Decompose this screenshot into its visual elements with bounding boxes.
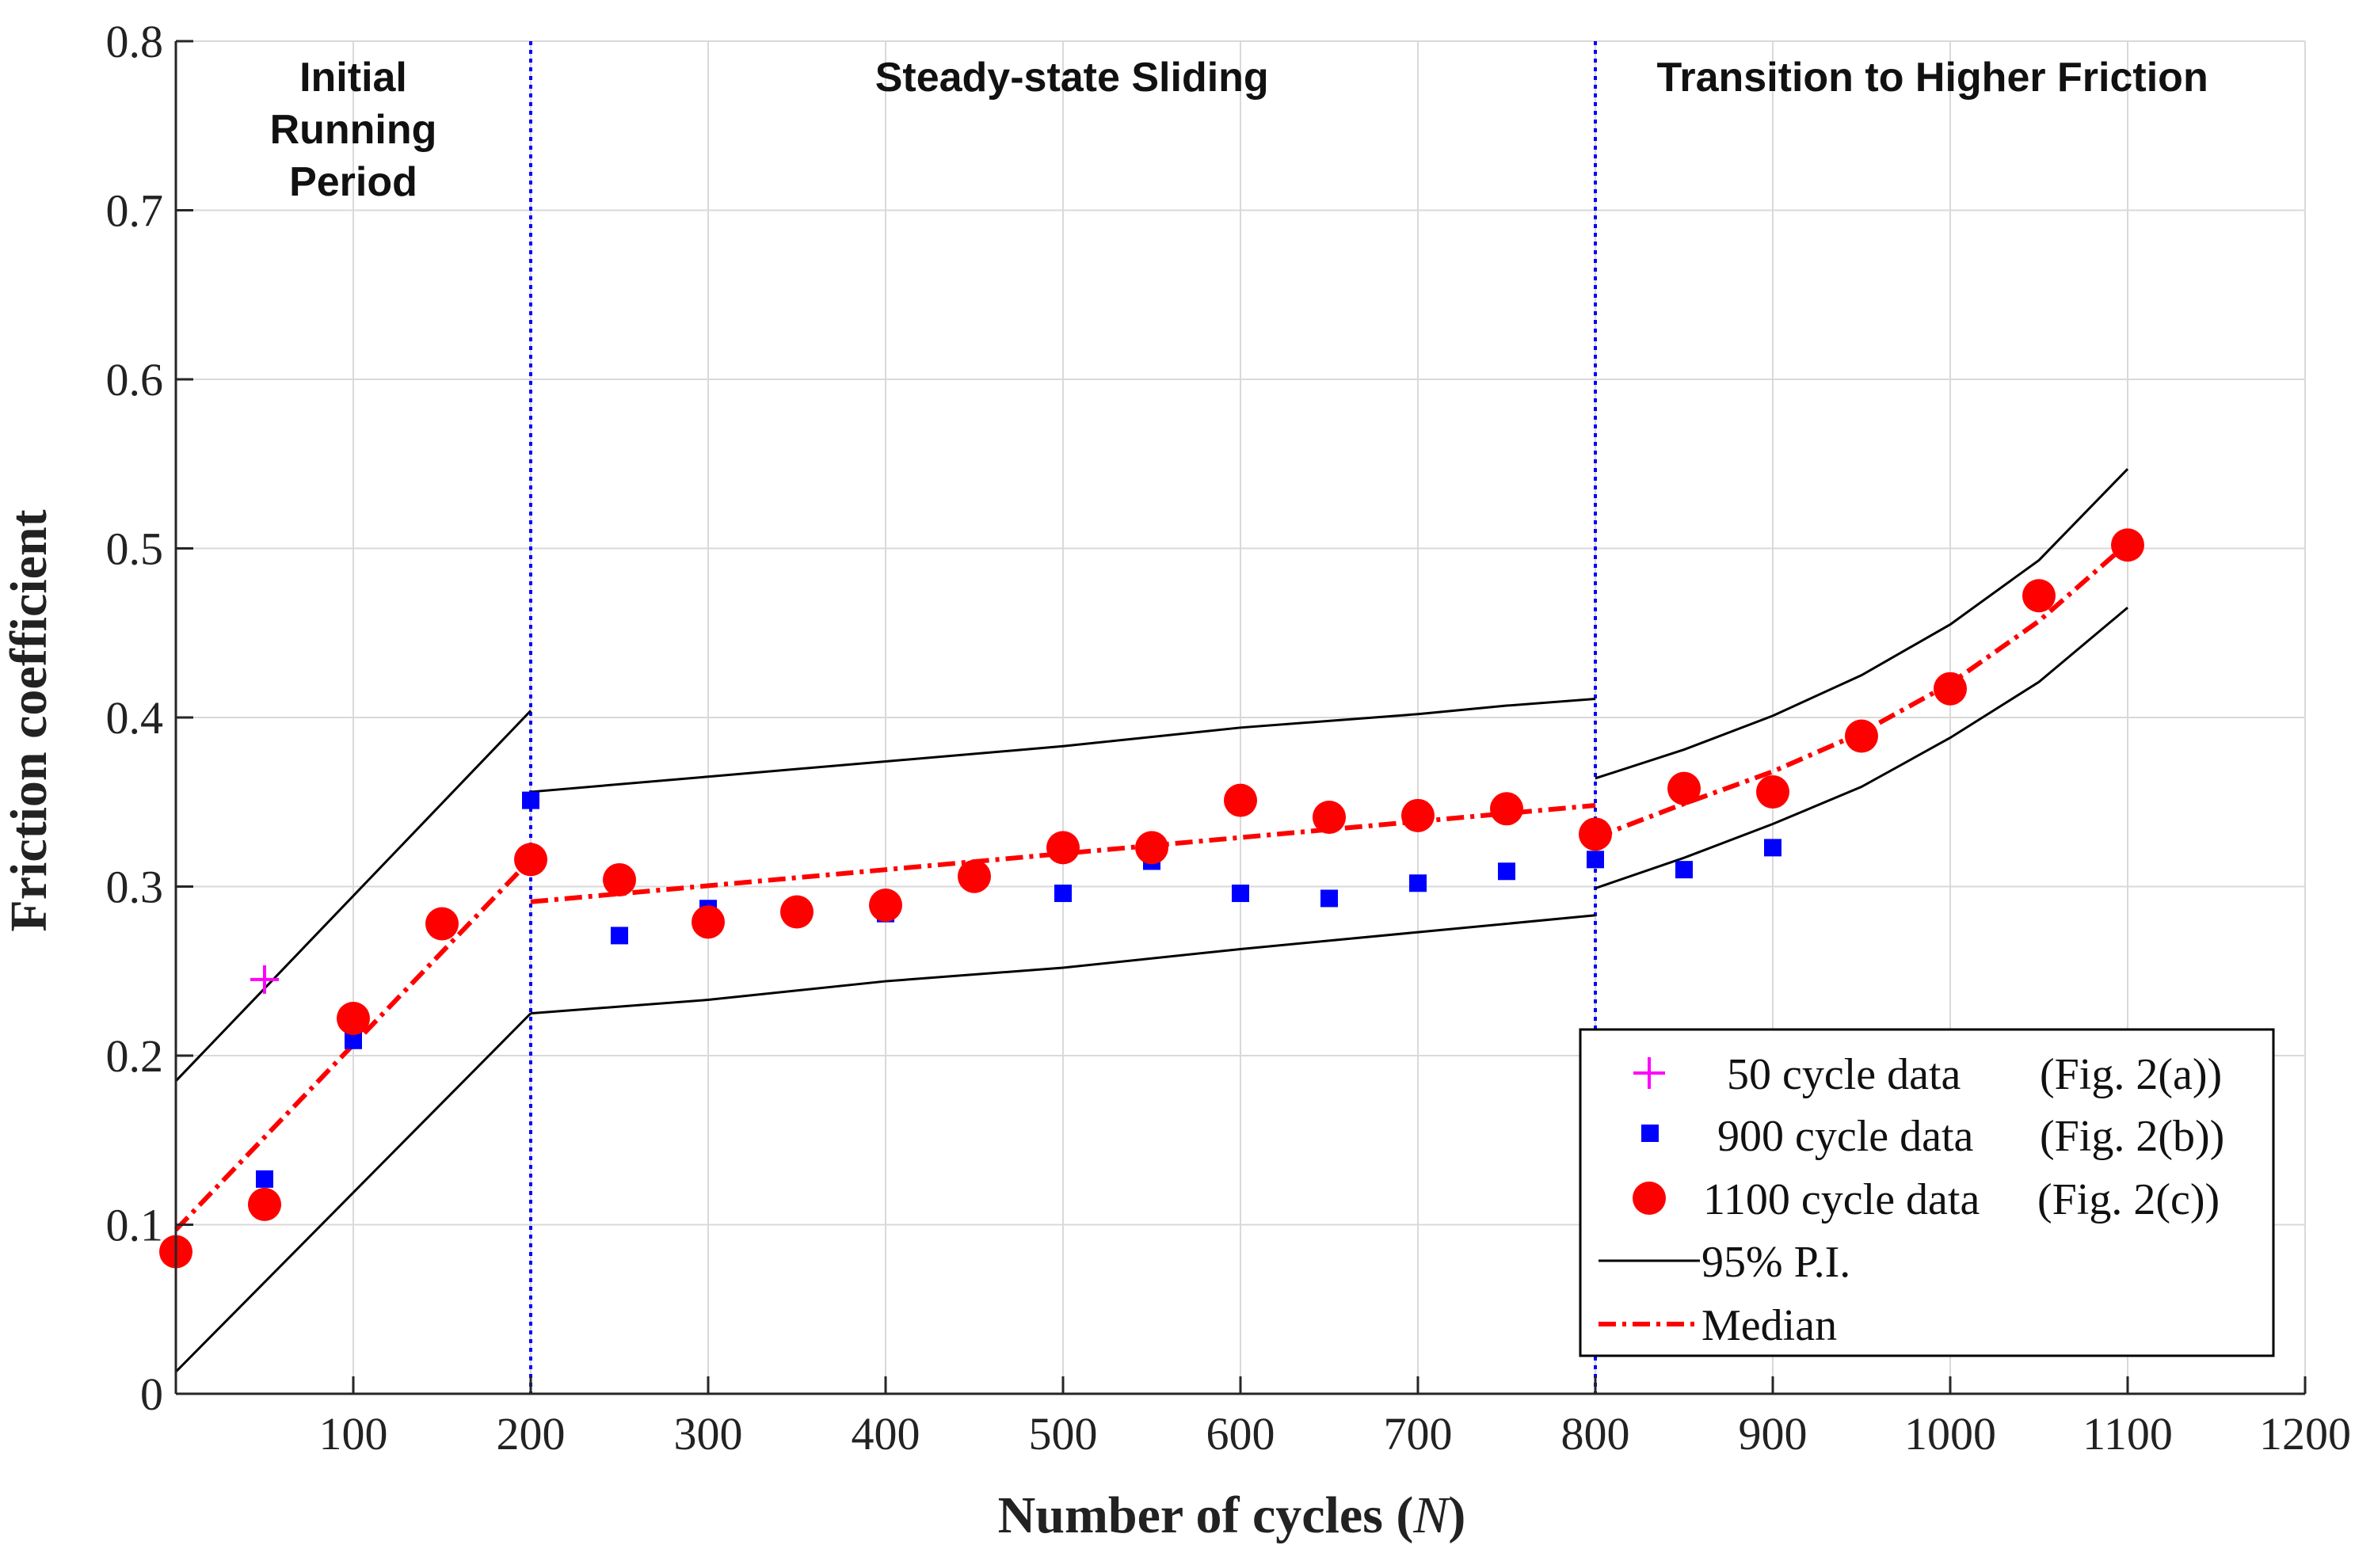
region-label-0: Period — [289, 159, 417, 205]
point-900-cycle — [1675, 861, 1693, 879]
x-axis-title: Number of cycles (N) — [998, 1486, 1466, 1544]
region-label-0: Initial — [299, 55, 407, 101]
point-900-cycle — [1764, 839, 1781, 857]
x-tick-label: 1200 — [2259, 1408, 2351, 1460]
x-tick-label: 500 — [1029, 1408, 1098, 1460]
point-1100-cycle — [869, 888, 902, 922]
point-1100-cycle — [514, 843, 547, 877]
point-1100-cycle — [1401, 798, 1435, 832]
point-1100-cycle — [425, 907, 459, 941]
legend-label-pi: 95% P.I. — [1701, 1238, 1850, 1287]
point-1100-cycle — [1845, 719, 1878, 753]
x-tick-label: 600 — [1206, 1408, 1275, 1460]
x-tick-label: 800 — [1561, 1408, 1630, 1460]
pi-lower-line — [174, 1012, 532, 1373]
point-1100-cycle — [1313, 800, 1346, 834]
legend-ref-50: (Fig. 2(a)) — [2040, 1050, 2222, 1099]
region-label-1: Steady-state Sliding — [875, 55, 1269, 101]
median-segment — [173, 858, 533, 1231]
point-1100-cycle — [248, 1187, 281, 1221]
legend-entry-900: 900 cycle data (Fig. 2(b)) — [1641, 1112, 2224, 1161]
x-tick-label: 100 — [319, 1408, 388, 1460]
y-tick-label: 0.2 — [106, 1030, 164, 1082]
y-tick-label: 0 — [140, 1368, 163, 1420]
legend-ref-900: (Fig. 2(b)) — [2040, 1112, 2224, 1161]
legend-label-1100: 1100 cycle data — [1703, 1175, 1980, 1224]
legend-entry-50: 50 cycle data (Fig. 2(a)) — [1633, 1050, 2222, 1099]
point-900-cycle — [611, 927, 628, 945]
legend-plus-marker — [1633, 1057, 1665, 1089]
x-tick-label: 400 — [852, 1408, 920, 1460]
point-900-cycle — [522, 791, 539, 809]
x-tick-label: 300 — [674, 1408, 743, 1460]
point-1100-cycle — [958, 859, 991, 893]
legend-label-median: Median — [1701, 1301, 1837, 1350]
x-tick-label: 700 — [1384, 1408, 1453, 1460]
region-label-2: Transition to Higher Friction — [1656, 55, 2208, 101]
pi-lower-line — [530, 914, 1596, 1015]
point-1100-cycle — [1490, 792, 1523, 826]
point-1100-cycle — [1756, 774, 1789, 809]
x-tick-label: 900 — [1739, 1408, 1808, 1460]
y-tick-label: 0.1 — [106, 1200, 164, 1251]
point-900-cycle — [1054, 885, 1072, 903]
y-tick-label: 0.3 — [106, 862, 164, 913]
y-tick-label: 0.7 — [106, 185, 164, 237]
legend-label-900: 900 cycle data — [1717, 1112, 1974, 1161]
y-tick-label: 0.5 — [106, 523, 164, 575]
point-1100-cycle — [1934, 672, 1967, 706]
axes — [174, 40, 2307, 1395]
point-1100-cycle — [603, 862, 636, 896]
point-1100-cycle — [1046, 831, 1080, 865]
point-50-cycle — [250, 965, 279, 994]
y-tick-label: 0.8 — [106, 16, 164, 67]
region-label-0: Running — [270, 107, 437, 153]
legend-square-marker — [1641, 1125, 1659, 1142]
legend-entry-pi: 95% P.I. — [1599, 1238, 1850, 1287]
point-1100-cycle — [1224, 783, 1257, 817]
x-tick-label: 200 — [497, 1408, 566, 1460]
point-900-cycle — [1232, 885, 1249, 903]
x-tick-label: 1100 — [2082, 1408, 2173, 1460]
point-1100-cycle — [1667, 771, 1701, 805]
point-900-cycle — [1409, 874, 1427, 892]
legend-ref-1100: (Fig. 2(c)) — [2037, 1175, 2220, 1224]
point-1100-cycle — [692, 905, 725, 939]
point-1100-cycle — [1135, 831, 1168, 865]
pi-upper-line — [1595, 468, 2129, 780]
x-tick-label: 1000 — [1904, 1408, 1996, 1460]
pi-upper-line — [174, 710, 532, 1083]
point-900-cycle — [1320, 889, 1338, 908]
legend-label-50: 50 cycle data — [1727, 1050, 1961, 1099]
data-points — [159, 528, 2144, 1269]
point-900-cycle — [345, 1031, 362, 1049]
region-labels: Initial Running Period Steady-state Sliding… — [270, 55, 2208, 205]
point-900-cycle — [1587, 851, 1604, 869]
legend-circle-marker — [1633, 1182, 1666, 1215]
point-1100-cycle — [780, 895, 814, 929]
point-900-cycle — [256, 1170, 273, 1188]
point-1100-cycle — [337, 1002, 370, 1036]
point-1100-cycle — [1579, 817, 1612, 851]
pi-upper-line — [530, 698, 1596, 794]
point-900-cycle — [1498, 862, 1515, 881]
tick-labels: 100 200 300 400 500 600 700 800 900 1000 1100 1200 0… — [106, 16, 2352, 1460]
point-1100-cycle — [2022, 579, 2056, 613]
legend-box — [1579, 1028, 2275, 1357]
prediction-interval — [174, 468, 2129, 1373]
point-1100-cycle — [2111, 528, 2144, 562]
y-tick-label: 0.6 — [106, 354, 164, 405]
y-tick-label: 0.4 — [106, 692, 164, 744]
y-axis-title: Friction coefficient — [0, 509, 58, 931]
pi-lower-line — [1595, 607, 2128, 890]
legend-entry-median: Median — [1599, 1301, 1837, 1350]
legend-entry-1100: 1100 cycle data (Fig. 2(c)) — [1633, 1175, 2220, 1224]
legend: 50 cycle data (Fig. 2(a)) 900 cycle data… — [1579, 1028, 2275, 1357]
